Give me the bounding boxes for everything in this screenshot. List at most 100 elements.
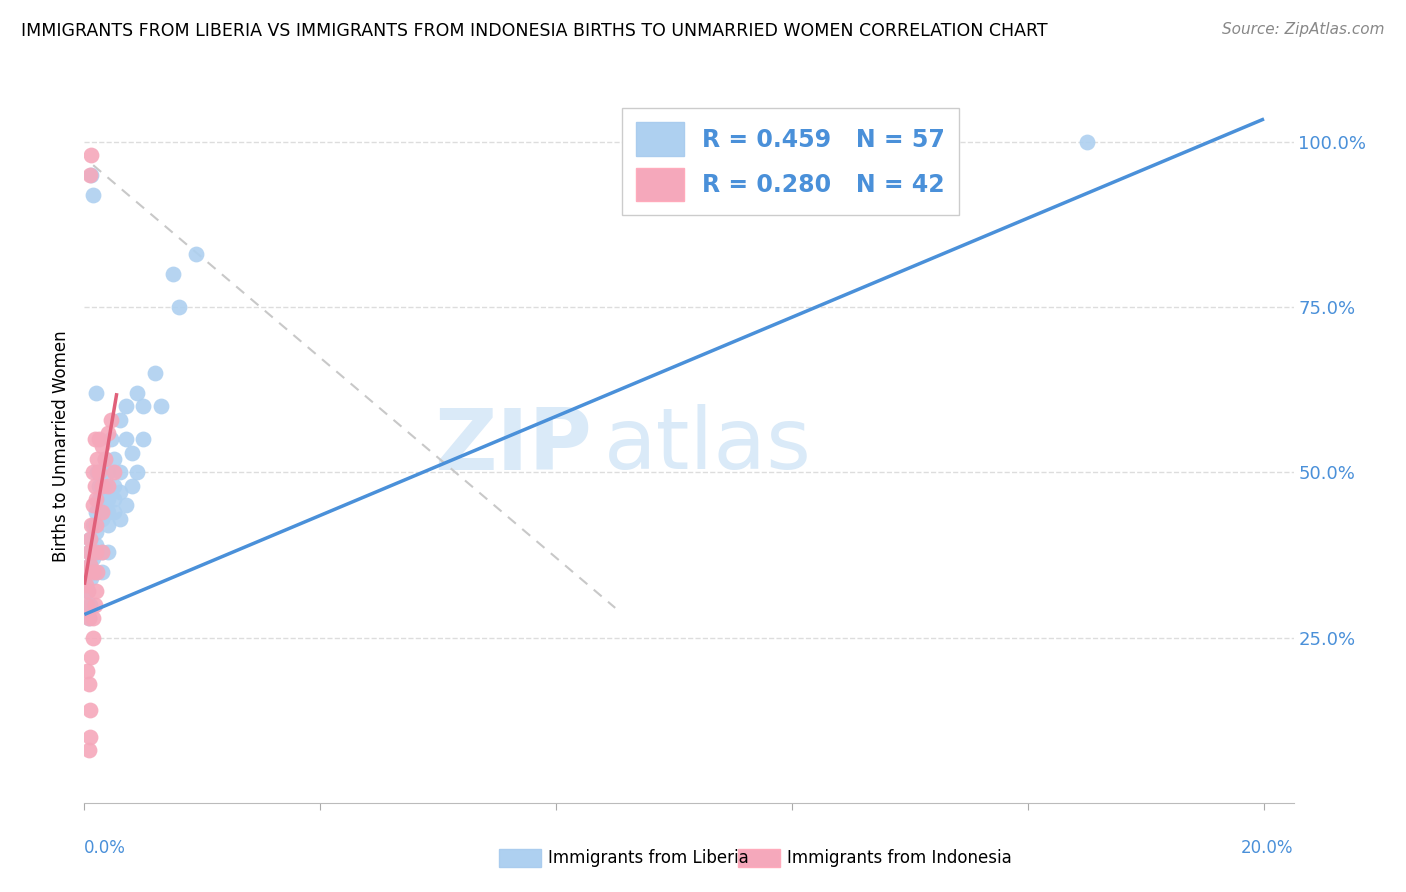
Text: Source: ZipAtlas.com: Source: ZipAtlas.com xyxy=(1222,22,1385,37)
Point xyxy=(94,452,117,467)
Point xyxy=(167,300,190,314)
Point xyxy=(86,466,108,480)
Point xyxy=(103,452,125,467)
Point xyxy=(82,466,104,480)
Point xyxy=(79,558,101,572)
Point xyxy=(82,631,104,645)
Point xyxy=(91,565,114,579)
Point xyxy=(79,532,101,546)
Point xyxy=(84,545,107,559)
Point xyxy=(76,598,98,612)
Point xyxy=(77,545,100,559)
Point xyxy=(186,247,208,261)
Point xyxy=(84,478,107,492)
Point xyxy=(91,545,114,559)
Point xyxy=(127,466,149,480)
Point xyxy=(108,511,131,525)
Point xyxy=(84,433,107,447)
Point xyxy=(103,478,125,492)
Point xyxy=(97,425,120,440)
Point xyxy=(100,433,122,447)
Text: atlas: atlas xyxy=(605,404,813,488)
Point xyxy=(86,565,108,579)
Point xyxy=(132,433,155,447)
Text: Immigrants from Indonesia: Immigrants from Indonesia xyxy=(787,849,1012,867)
Point xyxy=(108,466,131,480)
Point xyxy=(82,611,104,625)
Point xyxy=(127,386,149,401)
Point xyxy=(80,650,103,665)
Point xyxy=(80,148,103,162)
Text: ZIP: ZIP xyxy=(434,404,592,488)
Point xyxy=(79,558,101,572)
Point xyxy=(82,518,104,533)
Point xyxy=(150,400,173,414)
Point xyxy=(91,499,114,513)
Point xyxy=(97,518,120,533)
Point xyxy=(77,611,100,625)
Point xyxy=(1076,135,1098,149)
Point xyxy=(77,545,100,559)
Point xyxy=(84,505,107,519)
Point xyxy=(91,485,114,500)
Point xyxy=(84,524,107,539)
Point xyxy=(97,505,120,519)
Point xyxy=(75,578,97,592)
Point xyxy=(84,584,107,599)
Point xyxy=(87,491,110,506)
Point xyxy=(97,478,120,492)
Point xyxy=(97,545,120,559)
Point xyxy=(82,499,104,513)
Point xyxy=(91,511,114,525)
Point xyxy=(84,598,107,612)
Point xyxy=(103,491,125,506)
Point xyxy=(82,188,104,202)
Text: 0.0%: 0.0% xyxy=(84,839,127,857)
Point xyxy=(97,466,120,480)
Point xyxy=(121,478,143,492)
Point xyxy=(80,518,103,533)
Point xyxy=(114,499,136,513)
Point xyxy=(87,466,110,480)
Point xyxy=(82,565,104,579)
Point xyxy=(76,565,98,579)
Point xyxy=(103,505,125,519)
Point xyxy=(91,545,114,559)
Point xyxy=(84,491,107,506)
Text: 20.0%: 20.0% xyxy=(1241,839,1294,857)
Legend: R = 0.459   N = 57, R = 0.280   N = 42: R = 0.459 N = 57, R = 0.280 N = 42 xyxy=(621,108,959,215)
Point xyxy=(79,730,101,744)
Point xyxy=(84,386,107,401)
Point xyxy=(114,400,136,414)
Point xyxy=(87,433,110,447)
Point xyxy=(103,466,125,480)
Point xyxy=(77,743,100,757)
Point xyxy=(94,478,117,492)
Point xyxy=(77,677,100,691)
Point xyxy=(77,584,100,599)
Point xyxy=(76,664,98,678)
Point xyxy=(80,571,103,585)
Point xyxy=(121,445,143,459)
Point xyxy=(91,439,114,453)
Point xyxy=(162,267,184,281)
Point xyxy=(84,565,107,579)
Point xyxy=(80,168,103,182)
Point xyxy=(86,452,108,467)
Point xyxy=(108,485,131,500)
Point xyxy=(87,478,110,492)
Point xyxy=(132,400,155,414)
Point xyxy=(91,505,114,519)
Point xyxy=(97,491,120,506)
Point xyxy=(100,412,122,426)
Point xyxy=(79,703,101,717)
Point xyxy=(108,412,131,426)
Y-axis label: Births to Unmarried Women: Births to Unmarried Women xyxy=(52,330,70,562)
Point xyxy=(84,545,107,559)
Point xyxy=(84,518,107,533)
Point xyxy=(91,478,114,492)
Point xyxy=(82,551,104,566)
Point xyxy=(79,598,101,612)
Point xyxy=(91,466,114,480)
Point xyxy=(114,433,136,447)
